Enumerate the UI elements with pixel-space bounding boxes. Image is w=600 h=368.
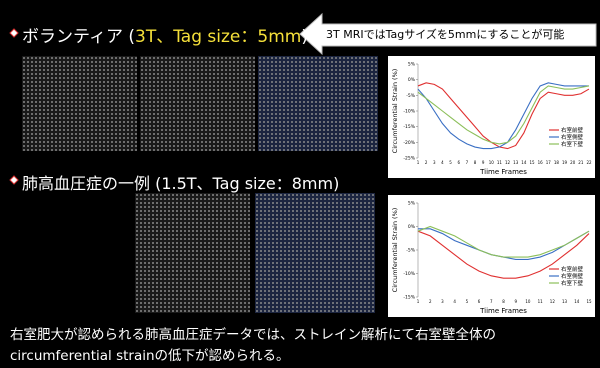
legend-label: 右室側壁 xyxy=(561,272,584,280)
caption-line: 右室肥大が認められる肺高血圧症データでは、ストレイン解析にて右室壁全体の xyxy=(10,327,496,343)
y-tick-label: -10% xyxy=(403,109,415,115)
legend-label: 右室前壁 xyxy=(561,265,584,273)
callout-text: 3T MRIではTagサイズを5mmにすることが可能 xyxy=(326,28,565,41)
x-tick-label: 19 xyxy=(562,160,568,165)
x-tick-label: 6 xyxy=(478,299,481,304)
title-highlight: 3T、Tag size：5mm xyxy=(135,27,302,47)
section-title: 肺高血圧症の一例 (1.5T、Tag size：8mm) xyxy=(22,174,340,193)
x-tick-label: 10 xyxy=(489,160,495,165)
x-tick-label: 1 xyxy=(417,299,420,304)
mri-image xyxy=(135,193,250,313)
x-tick-label: 2 xyxy=(429,299,432,304)
x-tick-label: 16 xyxy=(538,160,544,165)
y-tick-label: 5% xyxy=(408,62,416,68)
series-line xyxy=(417,85,590,145)
x-tick-label: 21 xyxy=(578,160,584,165)
legend-label: 右室前壁 xyxy=(561,126,584,134)
series-line xyxy=(417,225,590,258)
y-axis-label: Circumferential Strain (%) xyxy=(391,208,399,293)
x-tick-label: 5 xyxy=(449,160,452,165)
y-tick-label: -15% xyxy=(403,124,415,130)
x-tick-label: 22 xyxy=(586,160,592,165)
series-line xyxy=(417,82,590,150)
x-tick-label: 1 xyxy=(417,160,420,165)
legend-label: 右室下壁 xyxy=(561,140,584,148)
mri-image xyxy=(22,56,137,151)
title-prefix: ボランティア ( xyxy=(22,27,136,47)
x-tick-label: 7 xyxy=(490,299,493,304)
y-tick-label: 5% xyxy=(408,201,416,207)
title-suffix: ) xyxy=(301,27,308,47)
x-tick-label: 15 xyxy=(529,160,535,165)
x-tick-label: 8 xyxy=(474,160,477,165)
x-tick-label: 2 xyxy=(425,160,428,165)
y-tick-label: -15% xyxy=(403,295,415,301)
bullet xyxy=(9,28,19,38)
x-tick-label: 5 xyxy=(466,299,469,304)
x-tick-label: 15 xyxy=(586,299,592,304)
bullet xyxy=(9,175,19,185)
x-tick-label: 17 xyxy=(546,160,552,165)
caption-line: circumferential strainの低下が認められる。 xyxy=(10,348,290,364)
x-tick-label: 11 xyxy=(497,160,503,165)
x-tick-label: 13 xyxy=(513,160,519,165)
x-tick-label: 4 xyxy=(441,160,444,165)
legend-label: 右室下壁 xyxy=(561,279,584,287)
x-tick-label: 3 xyxy=(433,160,436,165)
x-tick-label: 7 xyxy=(466,160,469,165)
x-axis-label: Tiime Frames xyxy=(479,168,527,176)
x-tick-label: 14 xyxy=(521,160,527,165)
x-tick-label: 9 xyxy=(514,299,517,304)
mri-image xyxy=(140,56,255,151)
mri-image xyxy=(258,56,378,151)
y-tick-label: 0% xyxy=(408,77,416,83)
x-tick-label: 9 xyxy=(482,160,485,165)
x-tick-label: 8 xyxy=(502,299,505,304)
y-tick-label: -20% xyxy=(403,140,415,146)
x-tick-label: 3 xyxy=(441,299,444,304)
y-tick-label: -5% xyxy=(406,248,415,254)
x-tick-label: 11 xyxy=(538,299,544,304)
series-line xyxy=(417,82,589,150)
x-tick-label: 12 xyxy=(550,299,556,304)
section-title: ボランティア (3T、Tag size：5mm) xyxy=(22,22,308,47)
x-tick-label: 18 xyxy=(554,160,560,165)
y-tick-label: -25% xyxy=(403,156,415,162)
y-tick-label: -5% xyxy=(406,93,415,99)
series-line xyxy=(418,228,590,260)
x-tick-label: 10 xyxy=(525,299,531,304)
y-tick-label: 0% xyxy=(408,224,416,230)
x-tick-label: 14 xyxy=(574,299,580,304)
y-tick-label: -10% xyxy=(403,271,415,277)
x-tick-label: 4 xyxy=(453,299,456,304)
series-line xyxy=(417,230,590,279)
strain-chart: 5%0%-5%-10%-15%1 2 3 4 5 6 7 8 9 10 11 12 13 14 15Circ… xyxy=(388,195,595,317)
y-axis-label: Circumferential Strain (%) xyxy=(391,69,399,154)
x-tick-label: 6 xyxy=(457,160,460,165)
callout-arrow xyxy=(299,12,597,56)
strain-chart: 5%0%-5%-10%-15%-20%-25%1 2 3 4 5 6 7 8 9 10 11 12 13… xyxy=(388,56,595,178)
x-tick-label: 12 xyxy=(505,160,511,165)
x-axis-label: Tiime Frames xyxy=(479,307,527,315)
x-tick-label: 13 xyxy=(562,299,568,304)
mri-image xyxy=(255,193,375,313)
legend-label: 右室側壁 xyxy=(561,133,584,141)
x-tick-label: 20 xyxy=(570,160,576,165)
